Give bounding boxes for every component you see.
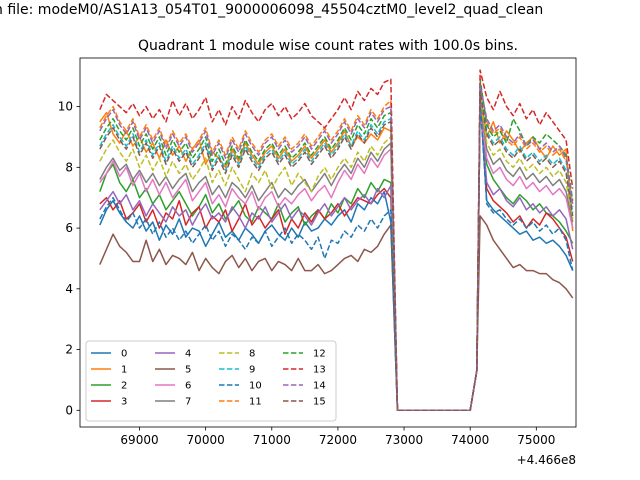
series-line-5: [99, 215, 574, 412]
series-line-9: [99, 87, 574, 412]
series-line-3: [99, 99, 574, 412]
series-line-13: [99, 69, 574, 412]
legend-label-8: 8: [249, 349, 255, 360]
chart-title: Quadrant 1 module wise count rates with …: [138, 38, 518, 54]
series-line-12: [99, 78, 574, 412]
legend-label-5: 5: [185, 365, 191, 376]
legend-label-3: 3: [121, 397, 127, 408]
legend-label-0: 0: [121, 349, 127, 360]
series-line-8: [99, 96, 574, 412]
series-line-1: [99, 93, 574, 412]
series-line-4: [99, 102, 574, 412]
legend-label-15: 15: [313, 397, 326, 408]
series-line-0: [99, 96, 574, 412]
y-tick-label: 0: [65, 403, 73, 417]
x-axis-offset-label: +4.466e8: [517, 453, 576, 467]
legend-label-13: 13: [313, 365, 326, 376]
x-tick-label: 70000: [187, 433, 225, 447]
series-line-10: [99, 99, 574, 412]
y-tick-label: 10: [58, 100, 73, 114]
series-line-14: [99, 84, 574, 412]
x-tick-label: 74000: [451, 433, 489, 447]
y-tick-label: 4: [65, 282, 73, 296]
legend-label-9: 9: [249, 365, 255, 376]
legend-label-1: 1: [121, 365, 127, 376]
legend-label-7: 7: [185, 397, 191, 408]
y-tick-label: 2: [65, 343, 73, 357]
legend-frame: [85, 340, 337, 422]
legend-label-12: 12: [313, 349, 326, 360]
y-tick-label: 8: [65, 160, 73, 174]
legend-label-4: 4: [185, 349, 191, 360]
x-tick-label: 72000: [319, 433, 357, 447]
x-tick-label: 69000: [120, 433, 158, 447]
x-tick-label: 71000: [253, 433, 291, 447]
legend-label-11: 11: [249, 397, 262, 408]
axes-frame: [79, 57, 577, 428]
legend-label-14: 14: [313, 381, 326, 392]
legend-label-10: 10: [249, 381, 262, 392]
series-line-15: [99, 90, 574, 412]
x-tick-label: 73000: [385, 433, 423, 447]
y-tick-label: 6: [65, 221, 73, 235]
series-lines: [99, 69, 574, 412]
figure-suptitle: n file: modeM0/AS1A13_054T01_9000006098_…: [0, 2, 543, 18]
series-line-7: [99, 99, 574, 412]
x-tick-label: 75000: [517, 433, 555, 447]
legend-label-6: 6: [185, 381, 191, 392]
series-line-6: [99, 105, 574, 412]
series-line-11: [99, 81, 574, 412]
legend-label-2: 2: [121, 381, 127, 392]
plot-area: 69000 70000 71000 72000 73000 74000 75000 0 2 4 6 8…: [58, 57, 577, 447]
series-line-2: [99, 99, 574, 412]
